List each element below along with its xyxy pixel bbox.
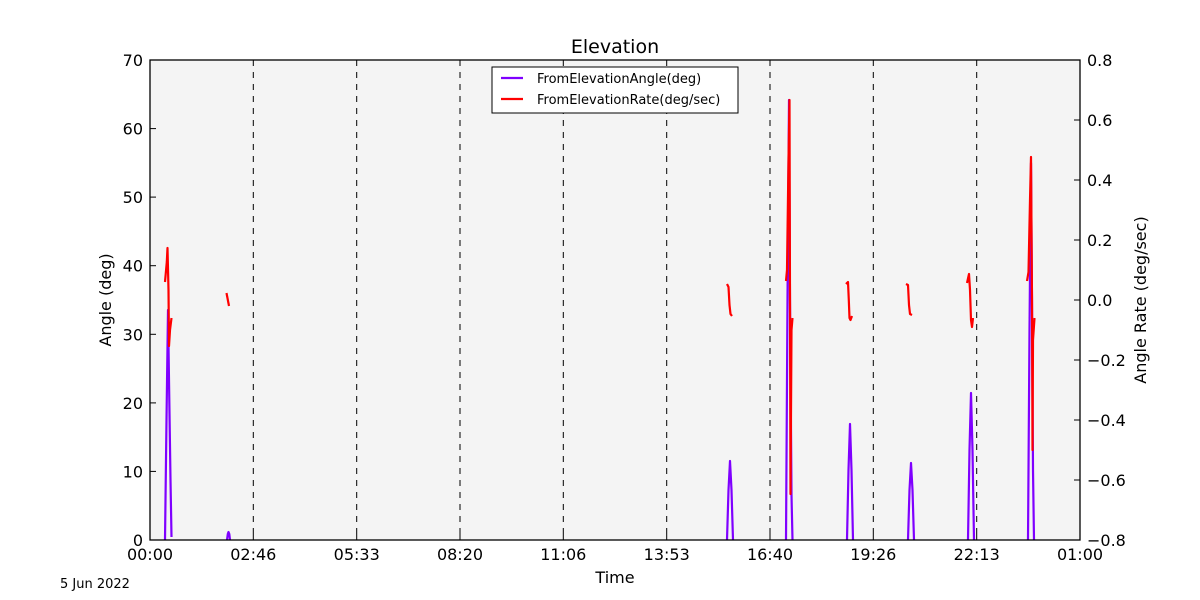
x-tick-label: 00:00 (127, 545, 173, 564)
y2-tick-label: −0.4 (1087, 411, 1126, 430)
x-ticks (252, 534, 978, 540)
x-tick-label: 01:00 (1057, 545, 1103, 564)
y-tick-label: 60 (123, 120, 143, 139)
date-label: 5 Jun 2022 (60, 577, 130, 592)
y-tick-label: 0 (133, 531, 143, 550)
y2-tick-label: 0.6 (1087, 111, 1112, 130)
x-axis-label: Time (594, 568, 634, 587)
right-y-tick-labels: −0.8 −0.6 −0.4 −0.2 0.0 0.2 0.4 0.6 0.8 (1087, 51, 1126, 550)
y-axis-label: Angle (deg) (96, 253, 115, 346)
y-axis-right-label: Angle Rate (deg/sec) (1131, 216, 1150, 383)
legend-label-angle: FromElevationAngle(deg) (537, 72, 701, 87)
chart-title: Elevation (571, 36, 659, 58)
x-tick-label: 16:40 (747, 545, 793, 564)
plot-area (150, 60, 1080, 540)
y2-tick-label: −0.6 (1087, 471, 1126, 490)
y-tick-label: 20 (123, 394, 143, 413)
x-tick-label: 22:13 (954, 545, 1000, 564)
x-tick-label: 11:06 (540, 545, 586, 564)
x-tick-label: 02:46 (230, 545, 276, 564)
right-y-ticks (1074, 59, 1080, 541)
x-tick-label: 19:26 (850, 545, 896, 564)
series-elevation-rate (163, 98, 1036, 496)
y-tick-label: 40 (123, 257, 143, 276)
y2-tick-label: 0.4 (1087, 171, 1112, 190)
y2-tick-label: −0.8 (1087, 531, 1126, 550)
legend-label-rate: FromElevationRate(deg/sec) (537, 93, 720, 108)
x-tick-label: 05:33 (334, 545, 380, 564)
legend: FromElevationAngle(deg) FromElevationRat… (491, 66, 739, 114)
x-tick-labels: 00:00 02:46 05:33 08:20 11:06 13:53 16:4… (127, 545, 1103, 564)
x-tick-label: 08:20 (437, 545, 483, 564)
y-tick-label: 10 (123, 462, 143, 481)
legend-box (491, 66, 739, 114)
left-y-ticks (150, 59, 156, 541)
left-y-tick-labels: 0 10 20 30 40 50 60 70 (123, 51, 143, 550)
y2-tick-label: 0.2 (1087, 231, 1112, 250)
gridlines (252, 60, 978, 540)
x-tick-label: 13:53 (644, 545, 690, 564)
y-tick-label: 70 (123, 51, 143, 70)
y2-tick-label: 0.8 (1087, 51, 1112, 70)
y2-tick-label: 0.0 (1087, 291, 1112, 310)
y-tick-label: 50 (123, 188, 143, 207)
y2-tick-label: −0.2 (1087, 351, 1126, 370)
y-tick-label: 30 (123, 325, 143, 344)
